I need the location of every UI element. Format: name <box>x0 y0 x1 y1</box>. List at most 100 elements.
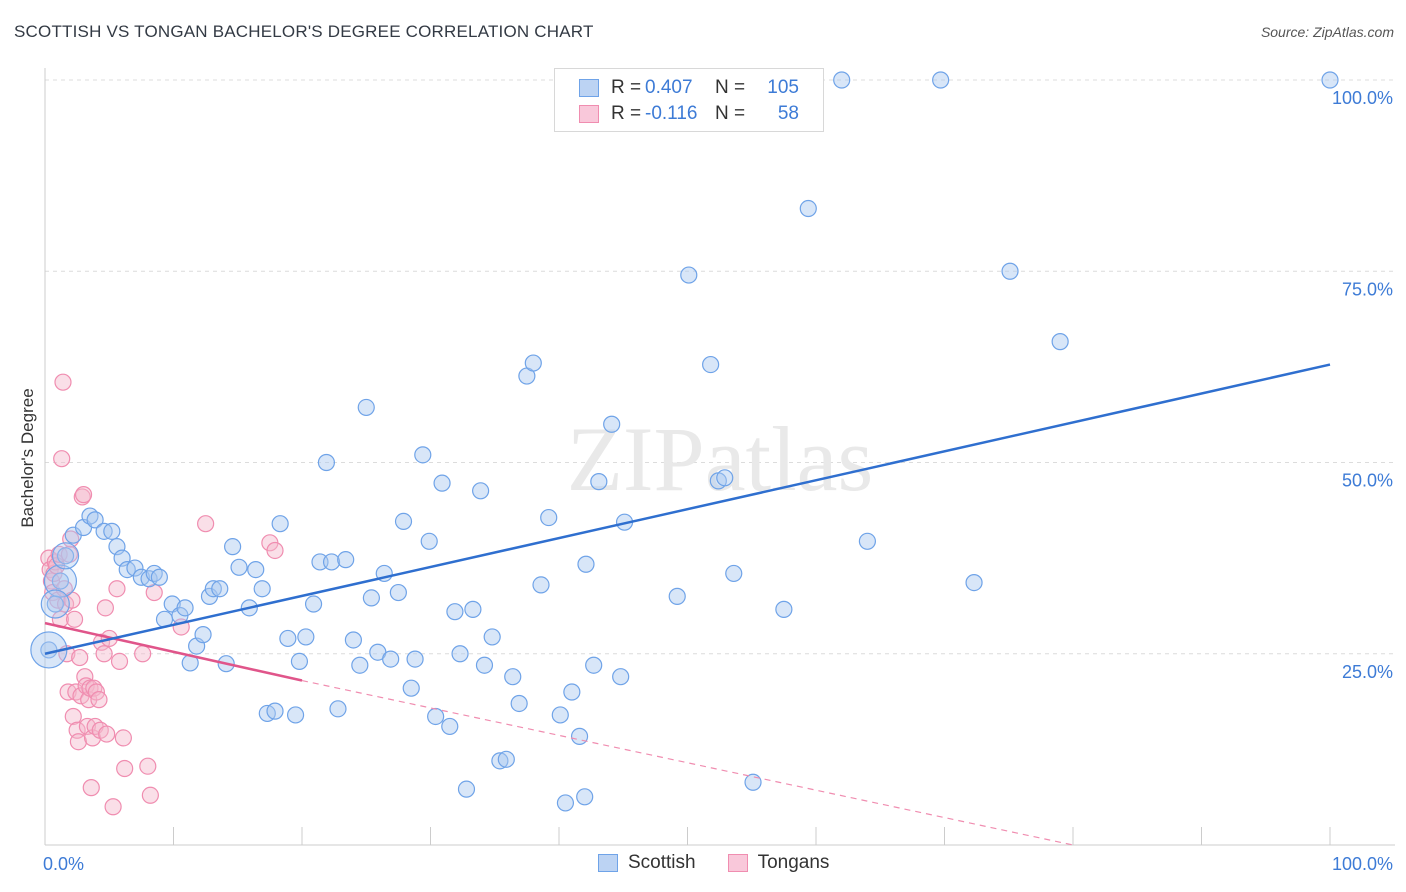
n-value: 58 <box>777 103 799 124</box>
legend-item-scottish[interactable]: Scottish <box>598 852 696 874</box>
tongans-point <box>116 759 134 778</box>
n-label: N = <box>715 77 746 98</box>
scottish-point <box>716 469 734 487</box>
scottish-point <box>86 511 104 529</box>
series-legend: Scottish Tongans <box>598 852 861 874</box>
scottish-point <box>483 628 501 646</box>
scottish-point <box>317 453 336 472</box>
scottish-point <box>414 446 432 464</box>
scottish-point <box>176 599 194 617</box>
scottish-point <box>570 727 589 745</box>
scottish-point <box>585 656 603 674</box>
r-label: R = <box>611 77 642 98</box>
scottish-point <box>744 773 762 791</box>
scottish-point <box>271 515 289 533</box>
scottish-point <box>290 652 309 671</box>
trend-lines <box>44 363 1331 846</box>
scottish-point <box>211 580 229 598</box>
tongans-swatch <box>579 105 599 123</box>
scottish-point <box>329 700 347 718</box>
scottish-swatch <box>598 854 618 872</box>
scottish-point <box>344 631 362 649</box>
tongans-point <box>134 645 152 663</box>
tongans-point <box>71 648 89 667</box>
chart-title: SCOTTISH VS TONGAN BACHELOR'S DEGREE COR… <box>14 22 594 41</box>
scottish-point <box>286 706 305 724</box>
scottish-point <box>540 508 558 527</box>
scottish-point <box>351 656 369 674</box>
tongans-point <box>110 652 129 671</box>
tongans-point <box>65 610 84 628</box>
tongans-point <box>139 757 157 775</box>
scottish-point <box>590 473 608 491</box>
tongans-point <box>266 541 284 560</box>
legend-label: Tongans <box>757 852 830 873</box>
scottish-point <box>680 266 698 284</box>
scottish-point <box>204 580 222 598</box>
scottish-point <box>1321 71 1339 89</box>
scottish-point <box>472 482 490 500</box>
tongans-point <box>98 725 116 743</box>
scottish-point <box>858 532 877 550</box>
r-value: -0.116 <box>645 103 698 124</box>
n-label: N = <box>715 103 746 124</box>
scottish-trend-line <box>44 363 1331 655</box>
scottish-point <box>420 532 438 550</box>
scottish-point <box>1001 262 1019 280</box>
scottish-point <box>504 668 522 686</box>
scottish-point <box>441 717 459 736</box>
tongans-trend-line <box>44 621 303 682</box>
r-value: 0.407 <box>645 77 693 98</box>
scottish-point-large <box>43 564 78 598</box>
legend-row-tongans: R = -0.116 N = 58 <box>579 102 799 126</box>
scottish-point <box>253 580 271 598</box>
source-credit: Source: ZipAtlas.com <box>1260 24 1394 40</box>
tongans-point <box>96 599 114 617</box>
scottish-point <box>51 572 70 590</box>
scottish-point <box>150 568 168 586</box>
tongans-point <box>64 707 82 726</box>
scottish-point <box>266 702 284 720</box>
tongans-point <box>95 645 113 663</box>
scottish-point <box>247 560 265 579</box>
tongans-trend-extension <box>301 679 1074 846</box>
scottish-point <box>362 589 380 607</box>
axes <box>44 68 1395 846</box>
r-label: R = <box>611 103 642 124</box>
scottish-point <box>126 559 144 577</box>
scottish-point <box>451 645 469 663</box>
scottish-point-large <box>40 589 70 619</box>
scottish-point <box>702 355 720 374</box>
tongans-point <box>104 798 122 816</box>
scottish-point <box>194 626 212 644</box>
scottish-point <box>577 555 595 573</box>
scottish-point <box>230 558 248 576</box>
scottish-point <box>668 587 686 605</box>
scottish-point <box>932 71 950 89</box>
scottish-point <box>497 750 515 768</box>
tick-labels: 25.0% 50.0% 75.0% 100.0% 0.0% 100.0% <box>43 88 1393 874</box>
legend-item-tongans[interactable]: Tongans <box>727 852 830 874</box>
scottish-point <box>56 547 75 565</box>
scottish-point <box>304 595 323 613</box>
legend-label: Scottish <box>628 852 696 873</box>
scottish-point <box>103 522 121 540</box>
scottish-point <box>433 474 451 492</box>
n-value: 105 <box>767 77 799 98</box>
tongans-point <box>141 786 159 804</box>
tongans-point <box>108 580 126 598</box>
scottish-point <box>464 600 482 618</box>
scottish-point <box>406 650 424 668</box>
scottish-point <box>427 707 445 726</box>
scottish-point <box>224 538 242 556</box>
tongans-point <box>90 691 108 709</box>
tongans-point <box>114 729 132 747</box>
scottish-point <box>775 600 793 618</box>
tongans-swatch <box>727 854 748 872</box>
scottish-point <box>510 694 528 713</box>
scottish-point <box>357 398 375 417</box>
watermark: ZIPatlas <box>567 408 874 510</box>
scottish-point <box>389 583 407 602</box>
scottish-point <box>524 354 542 372</box>
y-tick-label: 50.0% <box>1342 471 1393 491</box>
